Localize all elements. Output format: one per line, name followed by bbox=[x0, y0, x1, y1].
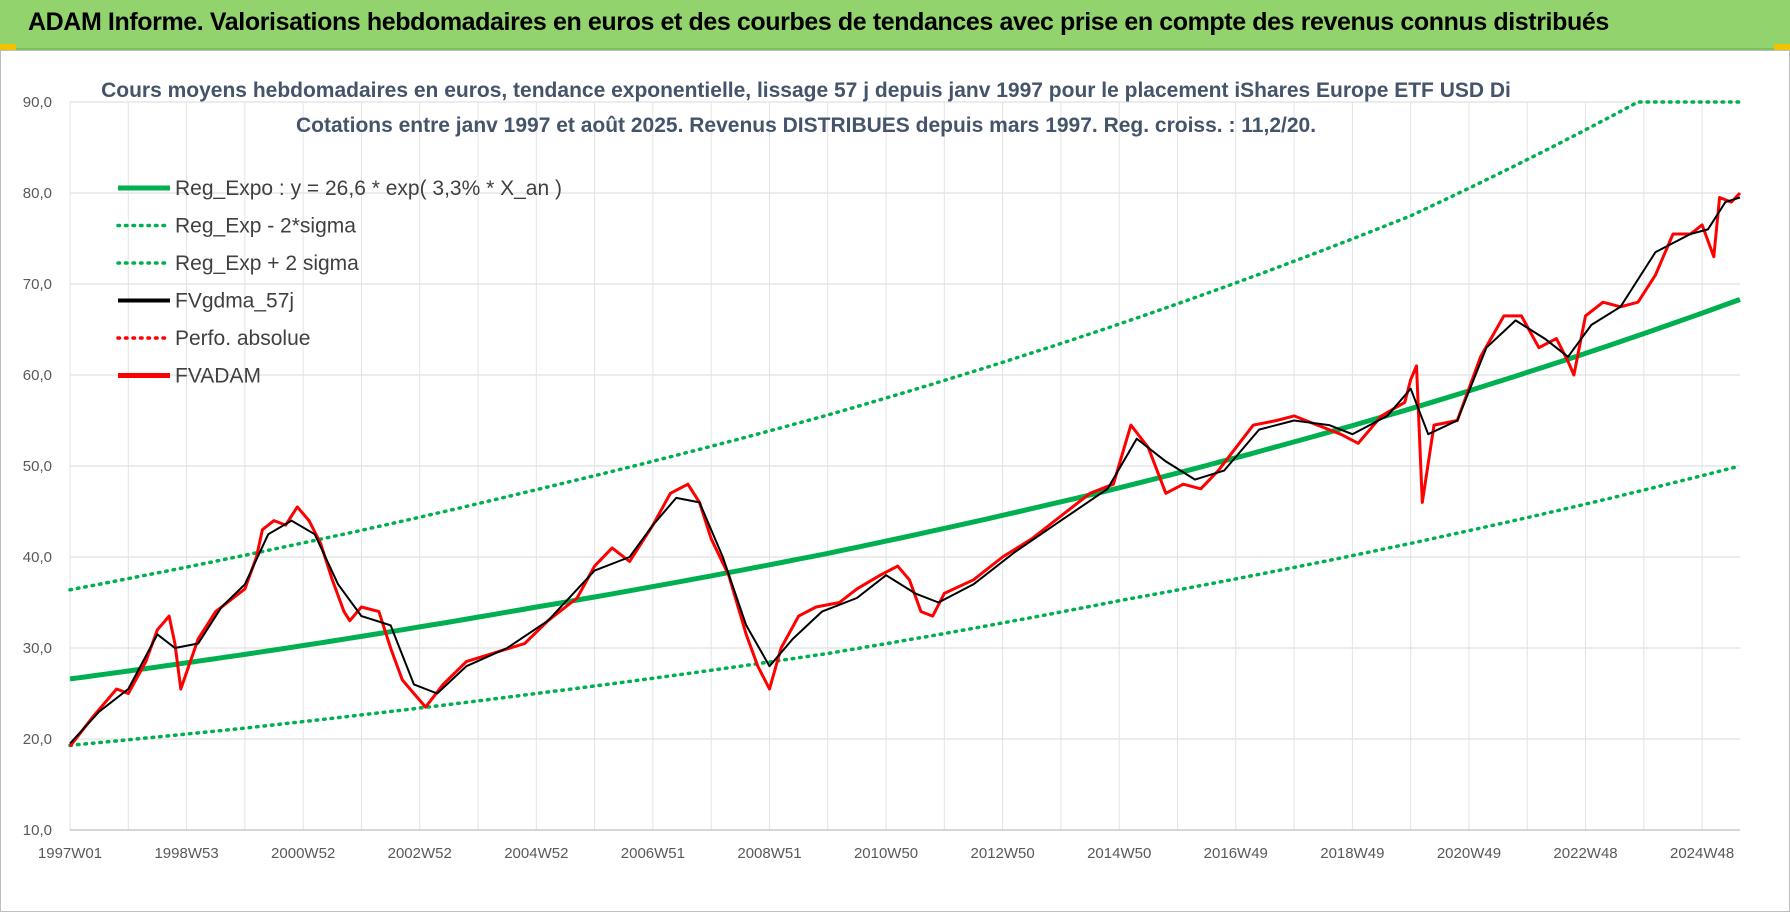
title-banner: ADAM Informe. Valorisations hebdomadaire… bbox=[0, 0, 1790, 50]
series-reg-exp-2-sigma bbox=[68, 100, 1742, 592]
y-tick-label: 20,0 bbox=[23, 731, 52, 748]
x-tick-label: 2008W51 bbox=[737, 845, 801, 862]
x-tick-label: 2006W51 bbox=[621, 845, 685, 862]
y-tick-label: 70,0 bbox=[23, 276, 52, 293]
y-tick-label: 50,0 bbox=[23, 458, 52, 475]
x-tick-label: 2016W49 bbox=[1204, 845, 1268, 862]
x-tick-label: 2014W50 bbox=[1087, 845, 1151, 862]
frame-corner-left bbox=[0, 44, 16, 50]
chart-grid bbox=[69, 101, 1740, 831]
x-tick-label: 2012W50 bbox=[971, 845, 1035, 862]
y-tick-label: 10,0 bbox=[23, 822, 52, 839]
legend-label: Reg_Expo : y = 26,6 * exp( 3,3% * X_an ) bbox=[175, 177, 562, 200]
legend-label: FVgdma_57j bbox=[175, 290, 294, 313]
y-tick-label: 80,0 bbox=[23, 185, 52, 202]
x-tick-label: 2024W48 bbox=[1670, 845, 1734, 862]
x-tick-label: 1998W53 bbox=[154, 845, 218, 862]
x-tick-label: 2020W49 bbox=[1437, 845, 1501, 862]
y-tick-label: 30,0 bbox=[23, 640, 52, 657]
x-tick-label: 2004W52 bbox=[504, 845, 568, 862]
x-tick-label: 2022W48 bbox=[1553, 845, 1617, 862]
legend-label: Reg_Exp - 2*sigma bbox=[175, 215, 356, 238]
x-tick-label: 2000W52 bbox=[271, 845, 335, 862]
legend-label: Reg_Exp + 2 sigma bbox=[175, 252, 359, 275]
x-tick-label: 2010W50 bbox=[854, 845, 918, 862]
x-tick-label: 1997W01 bbox=[38, 845, 102, 862]
chart-subtitle: Cotations entre janv 1997 et août 2025. … bbox=[296, 114, 1316, 137]
chart-title: Cours moyens hebdomadaires en euros, ten… bbox=[101, 79, 1511, 102]
legend-label: Perfo. absolue bbox=[175, 327, 310, 350]
series-reg-exp-2-sigma bbox=[68, 464, 1742, 748]
legend-label: FVADAM bbox=[175, 365, 261, 388]
x-tick-label: 2018W49 bbox=[1320, 845, 1384, 862]
banner-title: ADAM Informe. Valorisations hebdomadaire… bbox=[28, 8, 1609, 36]
x-axis-ticks: 1997W01 1998W53 2000W52 2002W52 2004W52 2006W… bbox=[38, 845, 1734, 862]
chart-legend: Reg_Expo : y = 26,6 * exp( 3,3% * X_an )… bbox=[116, 177, 562, 388]
series-reg-expo bbox=[69, 297, 1741, 682]
frame-corner-right bbox=[1774, 44, 1790, 50]
y-tick-label: 90,0 bbox=[23, 94, 52, 111]
y-tick-label: 60,0 bbox=[23, 367, 52, 384]
y-axis-ticks: 10,0 20,0 30,0 40,0 50,0 60,0 70,0 80,0 90,0 bbox=[23, 94, 52, 839]
chart-series bbox=[68, 100, 1742, 748]
x-tick-label: 2002W52 bbox=[388, 845, 452, 862]
series-fvadam bbox=[68, 191, 1742, 748]
y-tick-label: 40,0 bbox=[23, 549, 52, 566]
series-fvgdma-57j bbox=[69, 196, 1741, 745]
